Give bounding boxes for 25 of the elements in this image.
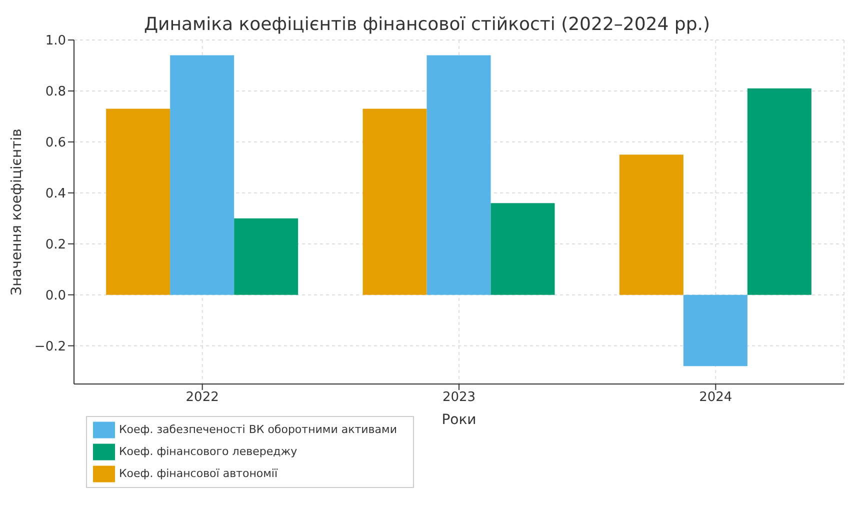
- bar: [619, 154, 684, 295]
- bar: [490, 203, 555, 295]
- y-tick-label: 1.0: [45, 34, 66, 49]
- y-tick-label: −0.2: [34, 339, 66, 354]
- y-axis-title: Значення коефіцієнтів: [8, 128, 25, 296]
- bar: [362, 108, 427, 295]
- x-tick-label: 2022: [186, 390, 219, 406]
- bar: [234, 218, 298, 295]
- x-axis-title: Роки: [442, 412, 476, 428]
- legend-label: Коеф. фінансової автономії: [119, 467, 278, 480]
- bar: [170, 55, 234, 295]
- bar: [683, 294, 748, 366]
- y-tick-label: 0.4: [45, 186, 66, 202]
- y-tick-label: 0.0: [45, 288, 66, 304]
- x-tick-label: 2024: [699, 390, 732, 406]
- bar: [106, 108, 170, 295]
- chart-title: Динаміка коефіцієнтів фінансової стійкості (2022–2024 рр.): [142, 14, 712, 35]
- bar: [747, 88, 812, 295]
- y-tick-label: 0.8: [45, 84, 66, 100]
- bar: [426, 55, 491, 295]
- legend-label: Коеф. фінансового левереджу: [119, 445, 298, 458]
- x-tick-label: 2023: [442, 390, 476, 406]
- y-tick-label: 0.6: [45, 136, 66, 151]
- legend-label: Коеф. забезпеченості ВК оборотними активами: [119, 423, 397, 436]
- y-tick-label: 0.2: [45, 237, 66, 252]
